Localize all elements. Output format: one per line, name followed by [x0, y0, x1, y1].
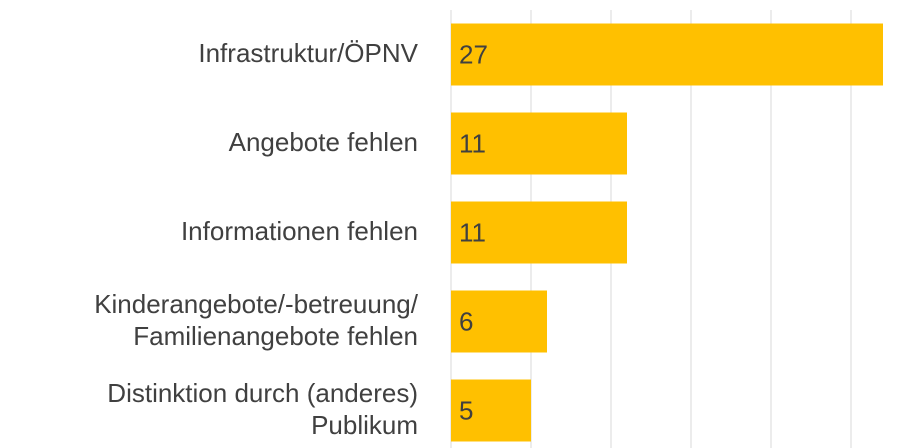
bar [451, 290, 547, 353]
value-label: 27 [459, 39, 488, 69]
value-label: 11 [459, 217, 486, 247]
bar [451, 379, 531, 442]
bar [451, 112, 627, 175]
bar [451, 23, 883, 86]
value-label: 5 [459, 395, 473, 425]
category-label: Informationen fehlen [180, 215, 418, 246]
value-label: 6 [459, 306, 473, 336]
bar [451, 201, 627, 264]
category-label: Kinderangebote/-betreuung/ Familienangeb… [94, 288, 418, 351]
category-label: Angebote fehlen [228, 126, 418, 157]
category-label: Infrastruktur/ÖPNV [198, 37, 418, 68]
category-label: Distinktion durch (anderes) Publikum [107, 377, 418, 440]
value-label: 11 [459, 128, 486, 158]
